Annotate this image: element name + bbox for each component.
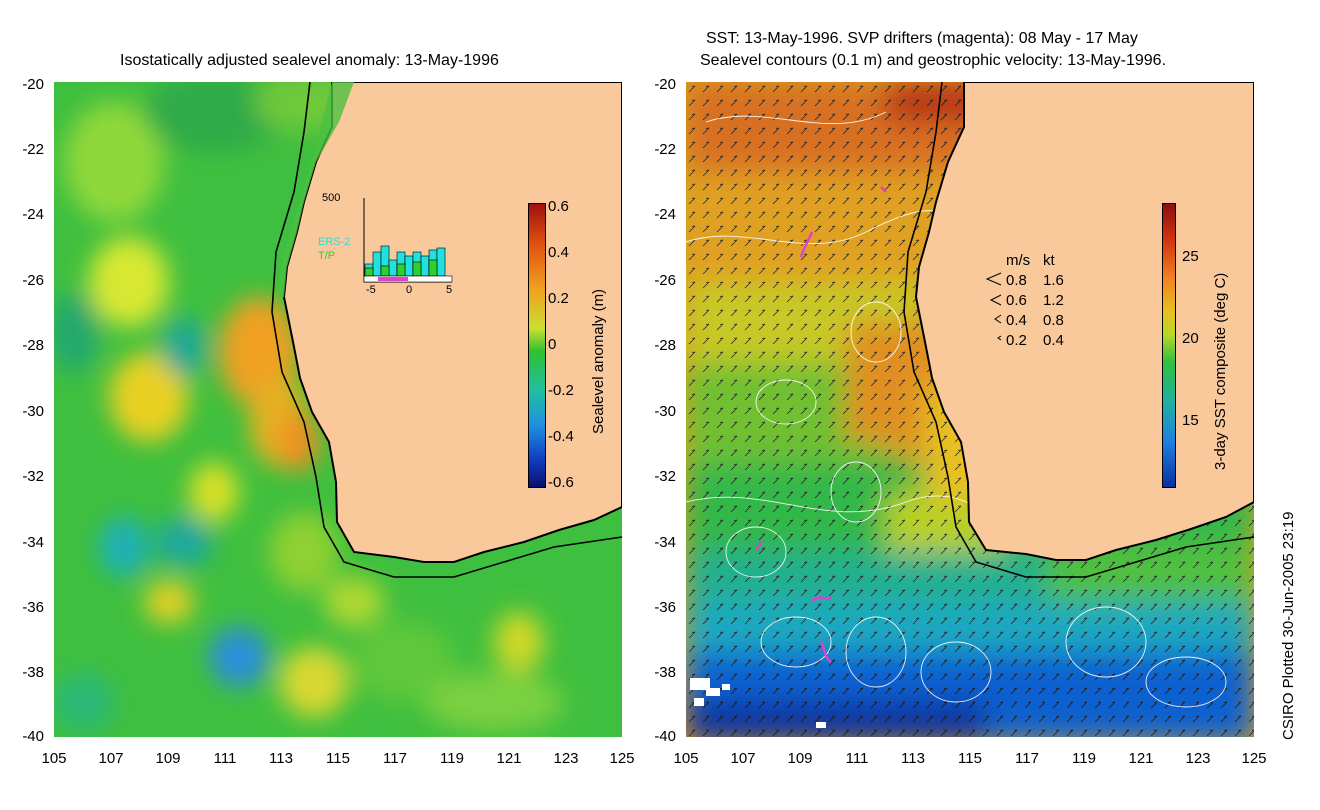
inset-x-tick: 0 xyxy=(406,284,413,296)
left-x-tick: 111 xyxy=(213,750,237,767)
altimeter-inset: 500 ERS-2 T/P -5 0 5 xyxy=(318,190,458,300)
right-y-tick: -34 xyxy=(654,534,676,551)
right-y-tick: -26 xyxy=(654,272,676,289)
right-sst-map xyxy=(686,82,1254,737)
left-x-tick: 107 xyxy=(98,750,124,767)
left-colorbar-tick: -0.2 xyxy=(548,382,574,399)
inset-tp-label: T/P xyxy=(318,250,336,262)
left-colorbar xyxy=(528,203,546,488)
left-x-tick: 105 xyxy=(41,750,67,767)
right-colorbar-label: 3-day SST composite (deg C) xyxy=(1212,272,1229,470)
left-y-tick: -22 xyxy=(22,141,44,158)
right-x-tick: 113 xyxy=(901,750,925,767)
left-x-tick: 113 xyxy=(269,750,293,767)
right-colorbar-tick: 25 xyxy=(1182,248,1199,265)
left-y-tick: -30 xyxy=(22,403,44,420)
right-x-tick: 107 xyxy=(730,750,756,767)
left-y-tick: -24 xyxy=(22,206,44,223)
velocity-legend-ms: 0.4 xyxy=(1006,312,1027,329)
right-panel-title-1: SST: 13-May-1996. SVP drifters (magenta)… xyxy=(706,30,1138,47)
right-y-tick: -22 xyxy=(654,141,676,158)
left-x-tick: 117 xyxy=(383,750,407,767)
left-y-tick: -26 xyxy=(22,272,44,289)
velocity-legend-ms: 0.6 xyxy=(1006,292,1027,309)
credit-text: CSIRO Plotted 30-Jun-2005 23:19 xyxy=(1280,511,1297,740)
left-colorbar-label: Sealevel anomaly (m) xyxy=(590,288,607,434)
left-colorbar-tick: -0.6 xyxy=(548,474,574,491)
left-colorbar-tick: 0.2 xyxy=(548,290,569,307)
right-x-tick: 115 xyxy=(958,750,982,767)
left-panel-title: Isostatically adjusted sealevel anomaly:… xyxy=(120,52,499,69)
right-y-tick: -24 xyxy=(654,206,676,223)
velocity-legend-header-kt: kt xyxy=(1043,252,1055,269)
inset-ers2-label: ERS-2 xyxy=(318,236,351,248)
left-y-tick: -40 xyxy=(22,728,44,745)
velocity-legend-header-ms: m/s xyxy=(1006,252,1031,269)
left-y-tick: -20 xyxy=(22,76,44,93)
left-y-tick: -32 xyxy=(22,468,44,485)
right-y-tick: -30 xyxy=(654,403,676,420)
right-x-tick: 105 xyxy=(673,750,699,767)
right-y-tick: -40 xyxy=(654,728,676,745)
right-x-tick: 125 xyxy=(1241,750,1267,767)
right-y-tick: -32 xyxy=(654,468,676,485)
velocity-legend-ms: 0.8 xyxy=(1006,272,1027,289)
left-colorbar-tick: 0 xyxy=(548,336,557,353)
right-y-tick: -38 xyxy=(654,664,676,681)
velocity-legend-kt: 0.4 xyxy=(1043,332,1064,349)
left-y-tick: -38 xyxy=(22,664,44,681)
left-x-tick: 115 xyxy=(326,750,350,767)
right-x-tick: 123 xyxy=(1185,750,1211,767)
right-x-tick: 119 xyxy=(1072,750,1096,767)
right-colorbar-tick: 20 xyxy=(1182,330,1199,347)
left-x-tick: 119 xyxy=(440,750,464,767)
left-colorbar-tick: -0.4 xyxy=(548,428,574,445)
inset-x-tick: 5 xyxy=(446,284,453,296)
left-x-tick: 121 xyxy=(496,750,522,767)
right-y-tick: -36 xyxy=(654,599,676,616)
velocity-legend-kt: 1.2 xyxy=(1043,292,1064,309)
right-x-tick: 121 xyxy=(1128,750,1154,767)
right-x-tick: 109 xyxy=(787,750,813,767)
left-colorbar-tick: 0.6 xyxy=(548,198,569,215)
right-x-tick: 117 xyxy=(1015,750,1039,767)
inset-x-tick: -5 xyxy=(366,284,376,296)
left-x-tick: 125 xyxy=(609,750,635,767)
velocity-legend-ms: 0.2 xyxy=(1006,332,1027,349)
left-y-tick: -28 xyxy=(22,337,44,354)
velocity-legend-kt: 1.6 xyxy=(1043,272,1064,289)
left-colorbar-tick: 0.4 xyxy=(548,244,569,261)
right-colorbar xyxy=(1162,203,1176,488)
velocity-legend-kt: 0.8 xyxy=(1043,312,1064,329)
left-y-tick: -34 xyxy=(22,534,44,551)
velocity-legend: m/s kt 0.8 1.6 0.6 1.2 0.4 0.8 0.2 0.4 xyxy=(985,252,1085,352)
inset-y-max: 500 xyxy=(322,192,341,204)
right-x-tick: 111 xyxy=(845,750,869,767)
left-x-tick: 109 xyxy=(155,750,181,767)
right-colorbar-tick: 15 xyxy=(1182,412,1199,429)
left-y-tick: -36 xyxy=(22,599,44,616)
right-panel-title-2: Sealevel contours (0.1 m) and geostrophi… xyxy=(700,52,1167,69)
left-x-tick: 123 xyxy=(553,750,579,767)
right-y-tick: -28 xyxy=(654,337,676,354)
right-y-tick: -20 xyxy=(654,76,676,93)
